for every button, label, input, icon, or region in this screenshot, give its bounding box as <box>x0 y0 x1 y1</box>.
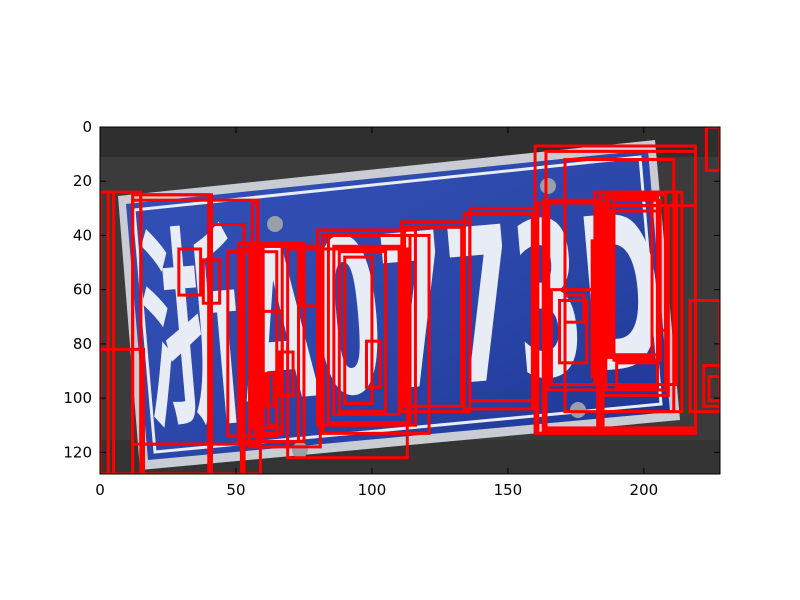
detection-box <box>261 309 284 430</box>
detection-box <box>612 198 662 362</box>
detection-box <box>201 258 222 305</box>
detection-box <box>177 247 203 297</box>
x-axis: 0 50 100 150 200 <box>95 127 658 499</box>
detection-box <box>558 299 589 365</box>
y-tick-label: 100 <box>63 389 92 407</box>
detection-box <box>267 372 279 427</box>
detection-box <box>332 244 401 416</box>
detection-box <box>462 212 534 411</box>
detection-box <box>343 255 374 406</box>
x-tick-label: 0 <box>95 481 105 499</box>
y-axis: 0 20 40 60 80 100 120 <box>63 118 720 461</box>
detection-box <box>403 225 464 408</box>
y-tick-label: 0 <box>82 118 92 136</box>
detection-box <box>100 347 146 474</box>
detection-box <box>337 250 388 414</box>
detection-box <box>207 223 246 474</box>
axes-frame <box>99 126 721 475</box>
detection-box <box>607 195 654 359</box>
y-tick-label: 120 <box>63 443 92 461</box>
x-tick-label: 150 <box>494 481 523 499</box>
x-tick-label: 100 <box>358 481 387 499</box>
plate-rivet <box>540 178 556 194</box>
y-tick-label: 80 <box>73 335 92 353</box>
detection-boxes <box>100 127 720 474</box>
detection-box <box>286 247 409 460</box>
detection-box <box>364 339 382 389</box>
y-tick-label: 40 <box>73 226 92 244</box>
detection-box <box>655 204 668 332</box>
detection-box <box>316 228 417 427</box>
plate-inner-border <box>132 155 663 454</box>
plate-rivet <box>570 402 586 418</box>
y-tick-label: 60 <box>73 281 92 299</box>
x-tick-label: 200 <box>630 481 659 499</box>
plate-rivet <box>267 216 283 232</box>
detection-box <box>326 233 412 424</box>
x-tick-label: 50 <box>226 481 245 499</box>
y-tick-label: 20 <box>73 172 92 190</box>
detection-box <box>299 244 322 308</box>
detection-box <box>615 361 659 389</box>
